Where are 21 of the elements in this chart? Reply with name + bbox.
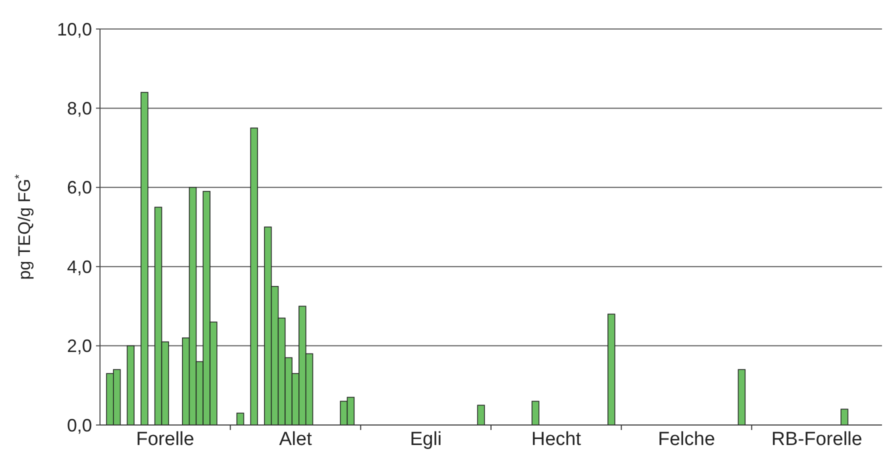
bar (140, 92, 148, 426)
bar (250, 128, 258, 426)
y-tick-label: 4,0 (66, 256, 92, 277)
bar (608, 314, 616, 426)
bar (236, 412, 244, 426)
y-tick-label: 8,0 (66, 98, 92, 118)
bar (126, 345, 135, 426)
bar (738, 369, 746, 426)
bar (532, 400, 540, 426)
y-tick-label: 0,0 (66, 415, 92, 436)
x-tick-label: Forelle (136, 429, 194, 450)
bar (840, 408, 848, 426)
x-tick-label: RB-Forelle (771, 429, 862, 450)
y-tick-label: 10,0 (56, 19, 92, 40)
x-tick-label: Egli (410, 429, 442, 450)
x-tick-label: Alet (279, 429, 313, 450)
x-tick-label: Felche (658, 429, 716, 450)
y-tick-label: 6,0 (66, 178, 92, 198)
bar (477, 404, 485, 426)
x-tick-label: Hecht (531, 429, 582, 450)
y-tick-label: 2,0 (66, 336, 92, 356)
